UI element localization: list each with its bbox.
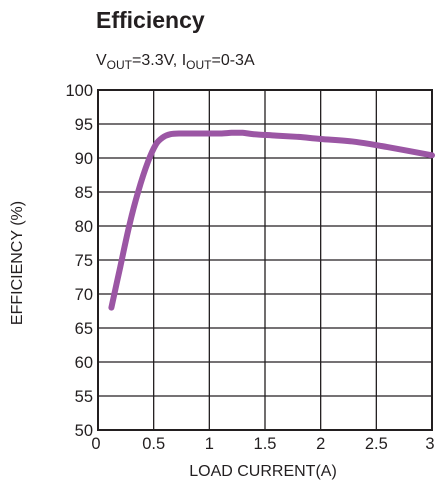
y-axis-ticks: 50 55 60 65 70 75 80 85 90 95 100 bbox=[65, 82, 93, 440]
x-tick-label: 2 bbox=[316, 435, 325, 453]
y-axis-label: EFFICIENCY (%) bbox=[9, 201, 26, 325]
x-tick-label: 0 bbox=[91, 435, 100, 453]
y-tick-label: 70 bbox=[75, 286, 93, 304]
x-tick-label: 0.5 bbox=[142, 435, 165, 453]
plot-frame bbox=[97, 89, 433, 431]
efficiency-series-line bbox=[108, 129, 435, 311]
subtitle-part: =0-3A bbox=[211, 52, 254, 69]
y-tick-label: 50 bbox=[75, 422, 93, 440]
y-tick-label: 90 bbox=[75, 150, 93, 168]
x-tick-label: 3 bbox=[425, 435, 434, 453]
y-tick-label: 100 bbox=[65, 82, 93, 100]
chart-title: Efficiency bbox=[96, 7, 205, 33]
y-tick-label: 95 bbox=[75, 116, 93, 134]
y-tick-label: 65 bbox=[75, 320, 93, 338]
subtitle-part: OUT bbox=[107, 58, 133, 72]
grid bbox=[97, 89, 433, 431]
y-tick-label: 85 bbox=[75, 184, 93, 202]
chart-subtitle: VOUT=3.3V, IOUT=0-3A bbox=[96, 52, 255, 72]
y-tick-label: 55 bbox=[75, 388, 93, 406]
y-tick-label: 80 bbox=[75, 218, 93, 236]
y-tick-label: 75 bbox=[75, 252, 93, 270]
x-tick-label: 2.5 bbox=[365, 435, 388, 453]
series-layer bbox=[108, 129, 435, 311]
x-axis-ticks: 0 0.5 1 1.5 2 2.5 3 bbox=[91, 435, 434, 453]
subtitle-part: OUT bbox=[186, 58, 212, 72]
x-tick-label: 1.5 bbox=[254, 435, 277, 453]
x-axis-label: LOAD CURRENT(A) bbox=[189, 463, 337, 480]
subtitle-part: =3.3V, I bbox=[132, 52, 186, 69]
y-tick-label: 60 bbox=[75, 354, 93, 372]
subtitle-part: V bbox=[96, 52, 107, 69]
x-tick-label: 1 bbox=[205, 435, 214, 453]
